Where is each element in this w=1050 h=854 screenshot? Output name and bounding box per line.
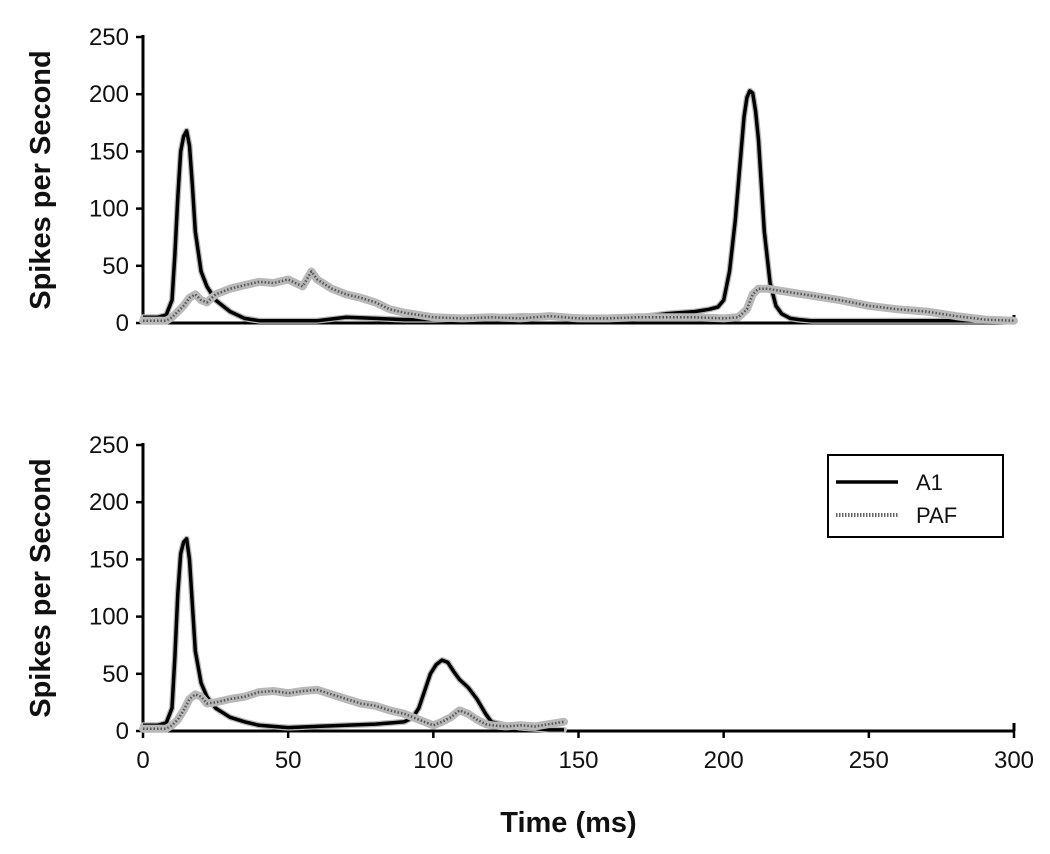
series-line-paf — [143, 270, 1015, 322]
x-tick-label: 0 — [136, 747, 149, 774]
y-tick-label: 200 — [89, 489, 129, 516]
y-tick-label: 250 — [89, 432, 129, 459]
series-line-a1 — [143, 537, 564, 732]
y-tick-label: 150 — [89, 546, 129, 573]
chart-panel-2: 0 50 100 150 200 250 0 50 100 150 200 250 300 Spikes … — [25, 432, 1034, 839]
chart-panel-1: 0 50 100 150 200 250 Spikes per Second — [25, 24, 1018, 337]
legend-label-a1: A1 — [916, 470, 943, 495]
x-tick-label: 250 — [849, 747, 889, 774]
y-tick-label: 0 — [116, 310, 129, 337]
x-tick-label: 100 — [413, 747, 453, 774]
legend-box — [827, 454, 1004, 538]
x-tick-label: 300 — [994, 747, 1034, 774]
x-tick-label: 200 — [704, 747, 744, 774]
x-tick-label: 150 — [558, 747, 598, 774]
y-tick-label: 100 — [89, 604, 129, 631]
y-tick-label: 50 — [102, 661, 129, 688]
y-tick-label: 250 — [89, 24, 129, 51]
series-line-paf — [143, 688, 565, 730]
y-axis-label: Spikes per Second — [25, 50, 57, 310]
y-axis-label: Spikes per Second — [25, 458, 57, 718]
x-axis-label: Time (ms) — [500, 807, 636, 839]
legend-label-paf: PAF — [916, 503, 957, 528]
x-tick-label: 50 — [275, 747, 302, 774]
y-tick-label: 150 — [89, 138, 129, 165]
y-tick-label: 50 — [102, 253, 129, 280]
series-band-paf — [139, 267, 1018, 325]
y-tick-label: 0 — [116, 718, 129, 745]
y-tick-label: 200 — [89, 81, 129, 108]
legend: A1 PAF — [827, 454, 1004, 538]
y-tick-label: 100 — [89, 196, 129, 223]
